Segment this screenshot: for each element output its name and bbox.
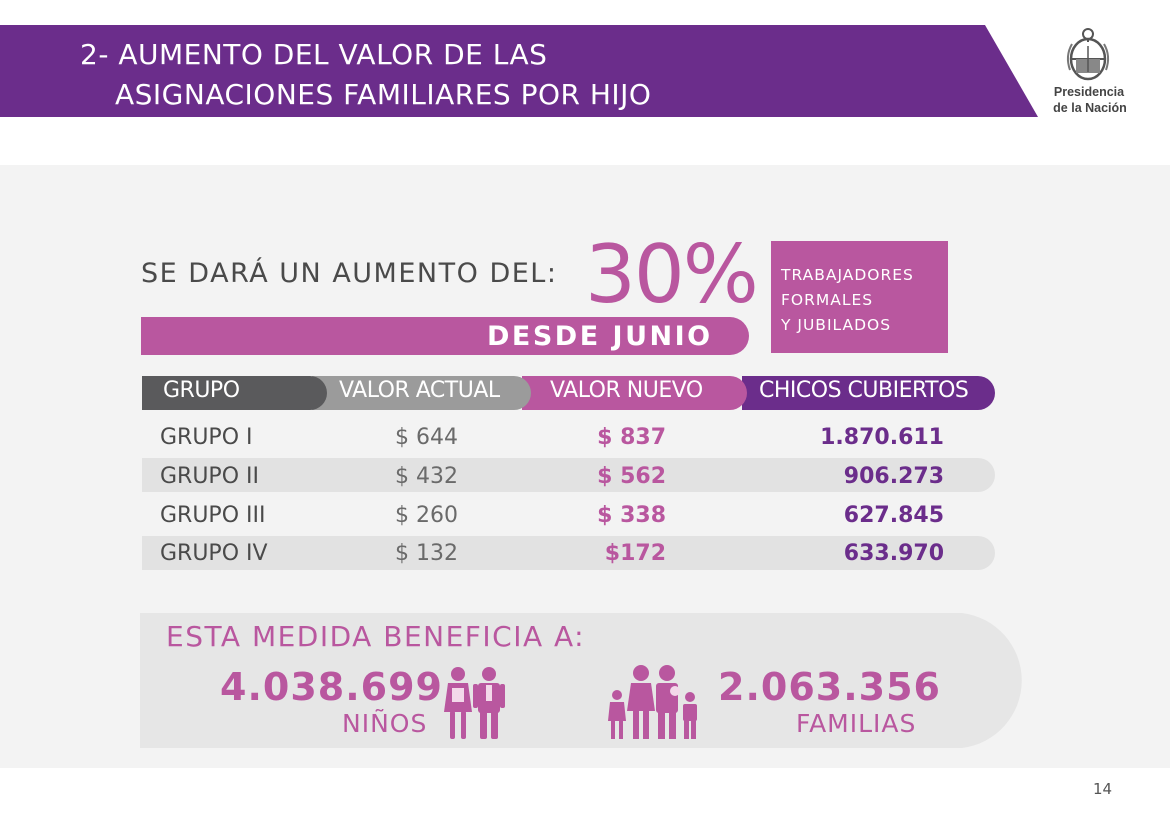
page-title-line-2: ASIGNACIONES FAMILIARES POR HIJO	[115, 78, 652, 111]
cell-valor-actual: $ 644	[395, 425, 458, 450]
target-line-3: Y JUBILADOS	[781, 316, 892, 334]
target-line-1: TRABAJADORES	[781, 266, 914, 284]
increase-percent: 30%	[585, 228, 759, 321]
title-banner	[0, 25, 1040, 117]
cell-chicos-cubiertos: 1.870.611	[820, 425, 944, 450]
benefit-title: ESTA MEDIDA BENEFICIA A:	[166, 620, 586, 653]
table-row-stripe	[142, 536, 995, 570]
cell-chicos-cubiertos: 633.970	[843, 541, 944, 566]
target-beneficiaries-box: TRABAJADORES FORMALES Y JUBILADOS	[771, 241, 948, 353]
cell-valor-nuevo: $172	[604, 541, 666, 566]
cell-grupo: GRUPO III	[160, 503, 266, 528]
table-header-bar	[142, 376, 998, 410]
logo-text-line-1: Presidencia	[1053, 85, 1125, 99]
benefit-summary-box	[140, 613, 1030, 748]
logo-text-line-2: de la Nación	[1053, 101, 1127, 115]
cell-grupo: GRUPO IV	[160, 541, 268, 566]
start-date-bar	[141, 317, 749, 355]
cell-grupo: GRUPO II	[160, 464, 259, 489]
cell-valor-actual: $ 132	[395, 541, 458, 566]
page-title-line-1: 2- AUMENTO DEL VALOR DE LAS	[80, 38, 548, 71]
ninos-label: NIÑOS	[342, 709, 428, 738]
cell-valor-actual: $ 432	[395, 464, 458, 489]
cell-chicos-cubiertos: 906.273	[843, 464, 944, 489]
cell-valor-nuevo: $ 562	[597, 464, 666, 489]
target-line-2: FORMALES	[781, 291, 874, 309]
increase-headline: SE DARÁ UN AUMENTO DEL:	[141, 258, 558, 289]
column-header-grupo: GRUPO	[163, 378, 240, 403]
cell-valor-nuevo: $ 338	[597, 503, 666, 528]
family-icon	[605, 665, 701, 740]
familias-label: FAMILIAS	[796, 709, 917, 738]
familias-count: 2.063.356	[718, 665, 941, 709]
cell-valor-actual: $ 260	[395, 503, 458, 528]
ninos-count: 4.038.699	[220, 665, 443, 709]
cell-grupo: GRUPO I	[160, 425, 253, 450]
start-date-label: DESDE JUNIO	[487, 321, 713, 352]
column-header-chicos-cubiertos: CHICOS CUBIERTOS	[759, 378, 969, 403]
table-row-stripe	[142, 458, 995, 492]
children-icon	[442, 666, 506, 740]
cell-chicos-cubiertos: 627.845	[843, 503, 944, 528]
page-number: 14	[1093, 780, 1113, 798]
argentina-coat-of-arms-icon	[1062, 26, 1114, 84]
column-header-valor-actual: VALOR ACTUAL	[339, 378, 500, 403]
cell-valor-nuevo: $ 837	[597, 425, 666, 450]
column-header-valor-nuevo: VALOR NUEVO	[550, 378, 703, 403]
